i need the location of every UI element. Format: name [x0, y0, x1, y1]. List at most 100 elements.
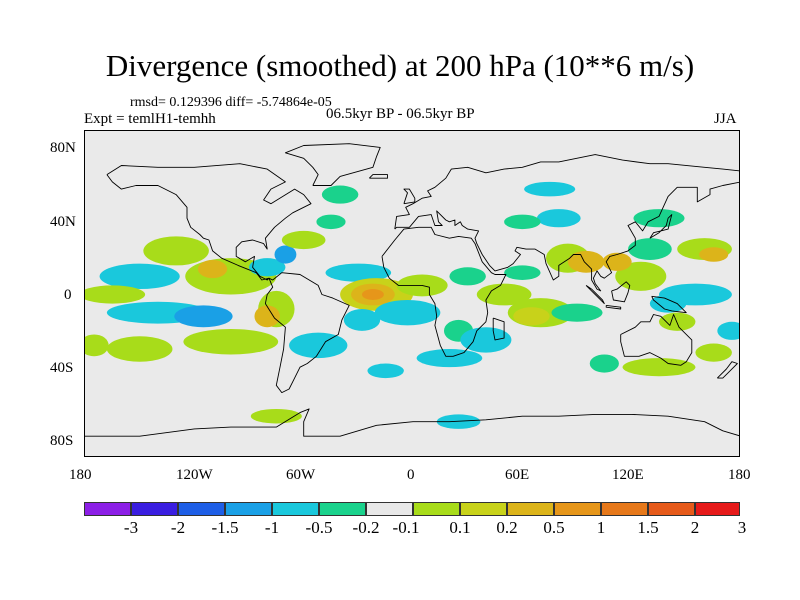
lon-tick-60e: 60E — [505, 467, 530, 483]
lat-tick-80s: 80S — [50, 433, 74, 449]
divergence-anomaly-30 — [250, 408, 302, 424]
coastline-9 — [620, 314, 693, 366]
legend-label-9: 0.5 — [543, 518, 565, 537]
coastline-4 — [492, 317, 505, 341]
legend-label-7: 0.1 — [449, 518, 471, 537]
legend-label-8: 0.2 — [496, 518, 518, 537]
lon-tick-120e: 120E — [612, 467, 644, 483]
legend-label-10: 1 — [596, 518, 606, 537]
coastline-7 — [403, 188, 416, 205]
legend-swatch-1 — [131, 502, 178, 516]
divergence-anomaly-22 — [343, 309, 381, 331]
divergence-anomaly-39 — [536, 209, 581, 228]
coastline-16 — [85, 408, 739, 437]
divergence-anomaly-53 — [695, 343, 732, 362]
divergence-anomaly-38 — [567, 250, 605, 273]
legend-label-1: -2 — [170, 518, 186, 537]
coastline-0 — [106, 163, 312, 281]
coastline-14 — [649, 214, 673, 239]
coastline-11 — [605, 304, 622, 310]
experiment-label: Expt = temlH1-temhh — [84, 111, 216, 127]
divergence-anomaly-50 — [659, 312, 696, 331]
divergence-anomaly-49 — [649, 294, 687, 313]
divergence-anomaly-35 — [513, 307, 550, 326]
divergence-anomaly-11 — [254, 305, 280, 328]
legend-label-5: -0.2 — [352, 518, 380, 537]
divergence-anomaly-25 — [449, 267, 486, 286]
legend-label-0: -3 — [123, 518, 139, 537]
coastline-15 — [716, 361, 738, 379]
legend-swatch-10 — [554, 502, 601, 516]
legend-label-6: -0.1 — [392, 518, 420, 537]
divergence-anomaly-23 — [374, 299, 441, 326]
lat-tick-0: 0 — [64, 287, 72, 303]
coastline-10 — [585, 285, 605, 305]
coastline-1 — [264, 272, 350, 394]
coastline-2 — [284, 143, 381, 186]
legend-swatch-7 — [413, 502, 460, 516]
coastline-12 — [611, 281, 631, 303]
divergence-field-layer — [85, 181, 739, 429]
world-map — [85, 131, 739, 456]
coastline-6 — [394, 181, 739, 292]
legend-label-3: -1 — [264, 518, 280, 537]
divergence-anomaly-44 — [628, 238, 672, 260]
divergence-anomaly-54 — [589, 354, 619, 373]
divergence-anomaly-7 — [249, 258, 286, 277]
divergence-anomaly-32 — [476, 283, 532, 306]
divergence-anomaly-40 — [504, 214, 541, 230]
divergence-anomaly-13 — [183, 329, 279, 355]
legend-swatch-3 — [225, 502, 272, 516]
divergence-anomaly-18 — [325, 263, 392, 282]
divergence-anomaly-4 — [174, 305, 233, 328]
legend-swatch-11 — [601, 502, 648, 516]
season-label: JJA — [714, 111, 737, 127]
divergence-anomaly-2 — [85, 285, 146, 304]
lon-tick-60w: 60W — [286, 467, 316, 483]
period-label: 06.5kyr BP - 06.5kyr BP — [326, 106, 475, 122]
lat-tick-40n: 40N — [50, 214, 76, 230]
divergence-anomaly-17 — [316, 214, 346, 230]
divergence-anomaly-15 — [289, 332, 348, 359]
divergence-anomaly-6 — [197, 259, 228, 279]
legend-label-4: -0.5 — [305, 518, 333, 537]
legend-swatch-13 — [695, 502, 740, 516]
lat-tick-80n: 80N — [50, 140, 76, 156]
legend-swatch-0 — [84, 502, 131, 516]
divergence-anomaly-41 — [524, 181, 576, 197]
divergence-anomaly-43 — [602, 252, 632, 271]
stats-label: rmsd= 0.129396 diff= -5.74864e-05 — [130, 95, 332, 110]
divergence-anomaly-16 — [321, 185, 359, 204]
divergence-anomaly-0 — [143, 236, 209, 266]
legend-swatch-12 — [648, 502, 695, 516]
divergence-anomaly-21 — [361, 289, 384, 300]
divergence-anomaly-33 — [504, 265, 541, 280]
divergence-anomaly-9 — [281, 230, 326, 250]
lon-tick-120w: 120W — [176, 467, 213, 483]
coastline-13 — [651, 295, 687, 314]
divergence-anomaly-14 — [85, 334, 109, 357]
divergence-anomaly-47 — [699, 247, 729, 262]
coastline-5 — [394, 154, 739, 230]
legend-label-12: 2 — [690, 518, 700, 537]
legend-swatch-5 — [319, 502, 366, 516]
legend-swatch-2 — [178, 502, 225, 516]
coastline-3 — [381, 226, 507, 357]
legend-swatch-6 — [366, 502, 413, 516]
plot-title: Divergence (smoothed) at 200 hPa (10**6 … — [105, 48, 695, 83]
legend-label-2: -1.5 — [211, 518, 239, 537]
divergence-anomaly-12 — [106, 336, 173, 362]
coastline-8 — [368, 174, 388, 179]
divergence-anomaly-51 — [622, 358, 696, 377]
divergence-anomaly-45 — [633, 209, 685, 228]
divergence-anomaly-1 — [99, 263, 180, 290]
divergence-anomaly-27 — [460, 327, 512, 353]
lon-tick-0: 0 — [407, 467, 415, 483]
legend-label-11: 1.5 — [637, 518, 659, 537]
divergence-anomaly-36 — [551, 303, 603, 322]
legend-swatch-9 — [507, 502, 554, 516]
divergence-anomaly-52 — [717, 321, 739, 340]
lon-tick-180e: 180 — [728, 467, 751, 483]
legend-label-13: 3 — [737, 518, 747, 537]
legend-swatch-8 — [460, 502, 507, 516]
